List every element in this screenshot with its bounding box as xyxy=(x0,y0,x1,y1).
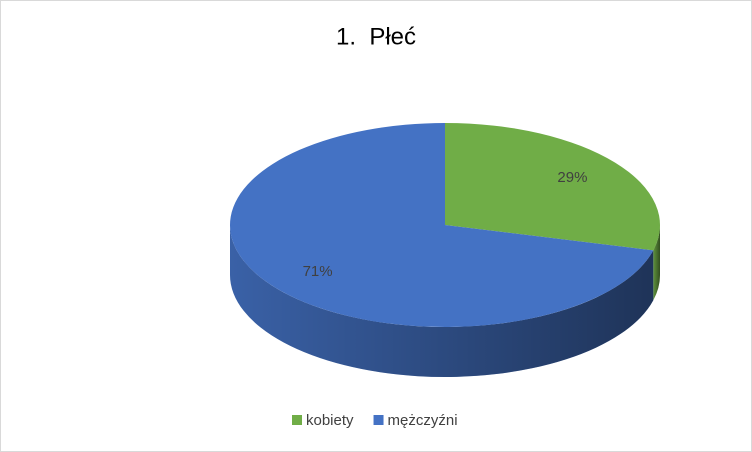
chart-title: 1. Płeć xyxy=(336,23,416,50)
legend-swatch xyxy=(292,415,302,425)
legend-swatch xyxy=(373,415,384,425)
legend-label: mężczyźni xyxy=(388,412,458,429)
data-label: 29% xyxy=(557,169,587,186)
slice-side-shade xyxy=(230,225,654,378)
pie: 29% 71% xyxy=(230,123,660,378)
legend-label: kobiety xyxy=(306,412,354,429)
legend: kobiety mężczyźni xyxy=(292,412,458,429)
slice xyxy=(445,123,660,251)
slice-side-shade xyxy=(653,225,660,301)
data-label: 71% xyxy=(303,263,333,280)
slice xyxy=(230,123,654,328)
